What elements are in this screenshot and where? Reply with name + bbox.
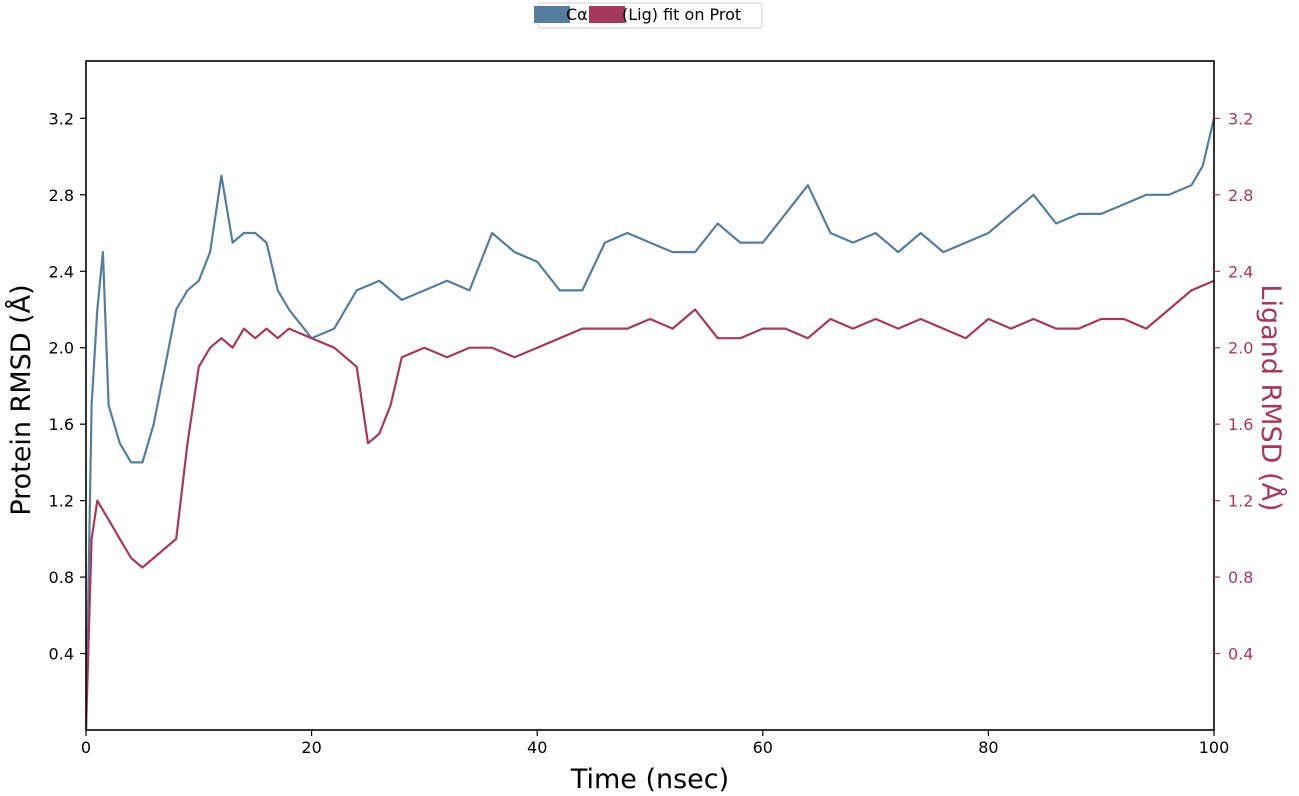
x-tick-label: 0 (81, 738, 91, 757)
legend: Cα (Lig) fit on Prot (534, 2, 763, 29)
left-y-tick-label: 0.4 (49, 645, 74, 664)
x-axis-ticks: 0 20 40 60 80 100 (81, 730, 1229, 757)
right-y-tick-label: 2.8 (1228, 186, 1253, 205)
right-y-tick-label: 2.0 (1228, 339, 1253, 358)
right-y-tick-label: 1.6 (1228, 415, 1253, 434)
right-axis-ticks: 0.4 0.8 1.2 1.6 2.0 2.4 2.8 3.2 (1214, 109, 1253, 664)
left-axis-title: Protein RMSD (Å) (5, 284, 37, 515)
left-y-tick-label: 3.2 (49, 109, 74, 128)
left-axis-ticks: 0.4 0.8 1.2 1.6 2.0 2.4 2.8 3.2 (49, 109, 86, 664)
left-y-tick-label: 2.8 (49, 186, 74, 205)
x-tick-label: 60 (753, 738, 773, 757)
x-tick-label: 80 (978, 738, 998, 757)
x-axis-title: Time (nsec) (570, 764, 729, 795)
left-y-tick-label: 0.8 (49, 568, 74, 587)
x-tick-label: 20 (301, 738, 321, 757)
right-y-tick-label: 0.8 (1228, 568, 1253, 587)
legend-swatch-calpha (534, 6, 570, 23)
left-y-tick-label: 1.6 (49, 415, 74, 434)
legend-label-ligand: (Lig) fit on Prot (622, 5, 741, 24)
right-y-tick-label: 0.4 (1228, 645, 1253, 664)
legend-label-calpha: Cα (566, 5, 588, 24)
x-tick-label: 40 (527, 738, 547, 757)
left-y-tick-label: 1.2 (49, 492, 74, 511)
left-y-tick-label: 2.0 (49, 339, 74, 358)
right-y-tick-label: 1.2 (1228, 492, 1253, 511)
legend-swatch-ligand (589, 6, 625, 23)
series-line-ligand (86, 279, 1214, 730)
series-line-calpha (86, 118, 1214, 730)
left-y-tick-label: 2.4 (49, 262, 74, 281)
right-y-tick-label: 2.4 (1228, 262, 1253, 281)
right-y-tick-label: 3.2 (1228, 109, 1253, 128)
plot-frame (85, 60, 1215, 731)
series-layer (86, 118, 1214, 730)
right-axis-title: Ligand RMSD (Å) (1255, 284, 1287, 511)
x-tick-label: 100 (1199, 738, 1230, 757)
